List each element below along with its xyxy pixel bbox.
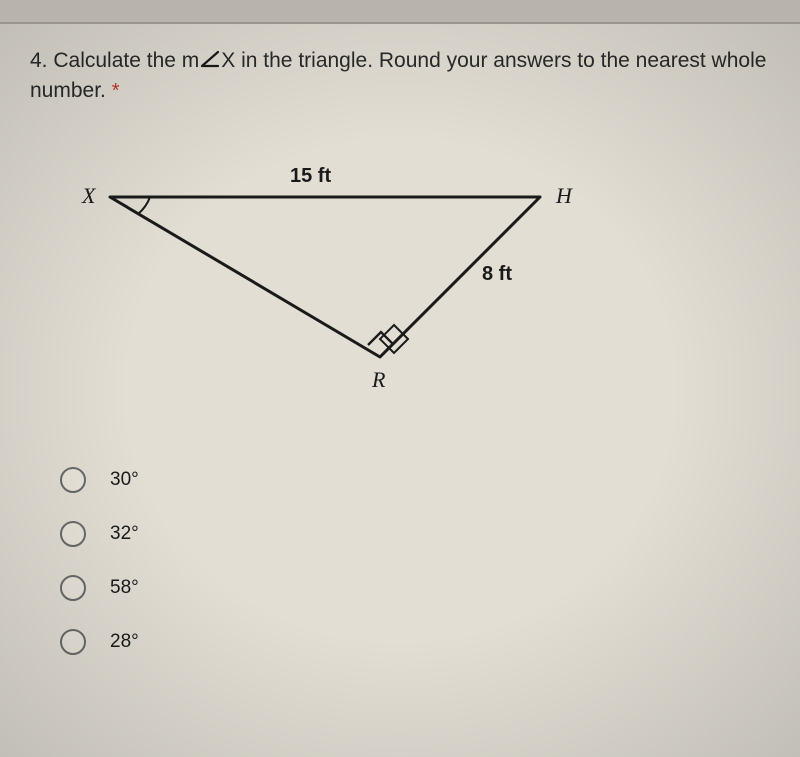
option-label: 32° <box>110 523 139 545</box>
window-top-bar <box>0 0 800 24</box>
vertex-label-x: X <box>82 183 95 209</box>
option-row[interactable]: 58° <box>60 575 770 601</box>
radio-icon[interactable] <box>60 467 86 493</box>
question-variable: X <box>221 49 235 72</box>
vertex-label-r: R <box>372 367 385 393</box>
triangle-figure: X H R 15 ft 8 ft <box>50 167 610 407</box>
question-number: 4. <box>30 49 48 72</box>
option-label: 30° <box>110 469 139 491</box>
question-prefix: Calculate the m <box>53 49 199 72</box>
option-label: 28° <box>110 631 139 653</box>
radio-icon[interactable] <box>60 575 86 601</box>
radio-icon[interactable] <box>60 629 86 655</box>
required-asterisk: * <box>112 80 120 102</box>
triangle-svg <box>50 167 610 407</box>
vertex-label-h: H <box>556 183 572 209</box>
side-label-hr: 8 ft <box>482 263 512 286</box>
option-label: 58° <box>110 577 139 599</box>
option-row[interactable]: 28° <box>60 629 770 655</box>
option-row[interactable]: 30° <box>60 467 770 493</box>
question-content: 4. Calculate the mX in the triangle. Rou… <box>0 24 800 757</box>
side-label-xh: 15 ft <box>290 165 331 188</box>
radio-icon[interactable] <box>60 521 86 547</box>
question-prompt: 4. Calculate the mX in the triangle. Rou… <box>30 46 770 107</box>
angle-icon <box>199 49 221 69</box>
answer-options: 30° 32° 58° 28° <box>60 467 770 655</box>
option-row[interactable]: 32° <box>60 521 770 547</box>
